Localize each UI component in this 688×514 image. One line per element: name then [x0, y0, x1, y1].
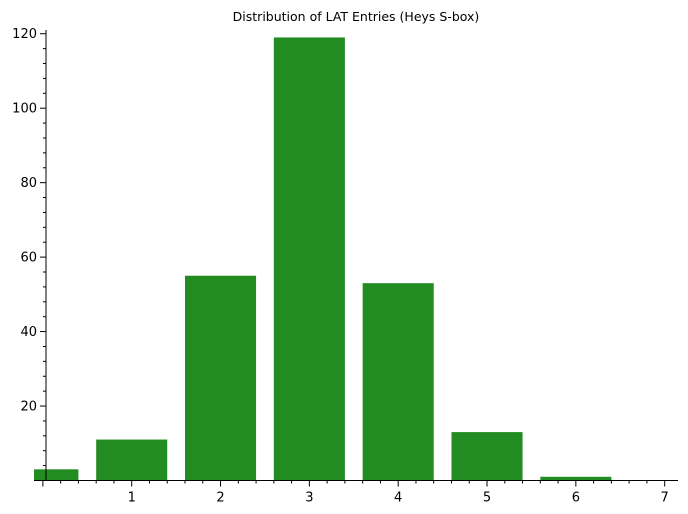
y-tick-label: 80 — [20, 176, 37, 191]
bar — [34, 469, 79, 481]
bar — [96, 439, 168, 481]
bar — [273, 37, 345, 481]
y-ticks-group: 20 40 60 80 100 120 — [12, 27, 46, 467]
x-tick-label: 7 — [661, 491, 669, 506]
x-tick-label: 2 — [216, 491, 224, 506]
bar — [451, 432, 523, 481]
y-tick-label: 120 — [12, 27, 37, 42]
x-tick-label: 4 — [394, 491, 402, 506]
y-tick-label: 20 — [20, 400, 37, 415]
bar — [540, 476, 612, 481]
y-tick-label: 100 — [12, 102, 37, 117]
x-tick-label: 5 — [483, 491, 491, 506]
bar — [362, 283, 434, 481]
chart-title: Distribution of LAT Entries (Heys S-box) — [233, 9, 480, 24]
x-tick-label: 1 — [128, 491, 136, 506]
y-tick-label: 40 — [20, 325, 37, 340]
x-tick-label: 6 — [572, 491, 580, 506]
bars-group — [34, 37, 612, 481]
x-ticks-group: 1 2 3 4 5 6 7 — [42, 480, 669, 506]
y-tick-label: 60 — [20, 251, 37, 266]
bar — [185, 275, 257, 481]
x-tick-label: 3 — [305, 491, 313, 506]
